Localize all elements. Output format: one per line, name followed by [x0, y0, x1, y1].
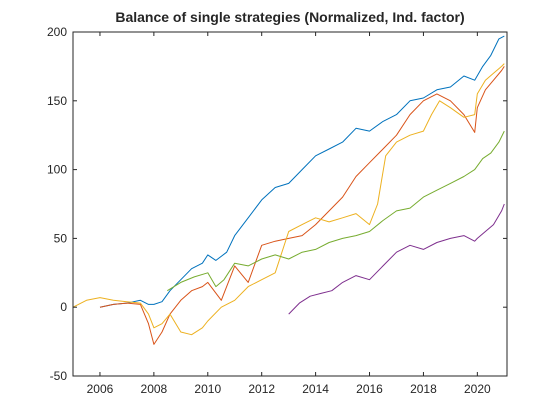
x-axis: 2006 2008 2010 2012 2014 2016 2018 2020: [87, 32, 491, 396]
y-tick-label: 50: [54, 231, 68, 245]
x-tick-label: 2014: [302, 382, 329, 396]
x-tick-label: 2020: [464, 382, 491, 396]
series-layer: [72, 35, 505, 345]
y-tick-label: 0: [60, 300, 67, 314]
x-tick-label: 2010: [194, 382, 221, 396]
series-line-2: [99, 66, 505, 345]
x-tick-label: 2016: [356, 382, 383, 396]
x-tick-label: 2008: [141, 382, 168, 396]
chart-title: Balance of single strategies (Normalized…: [115, 9, 464, 25]
y-tick-label: 150: [47, 94, 67, 108]
x-tick-label: 2006: [87, 382, 114, 396]
series-line-4: [288, 203, 505, 315]
series-line-5: [167, 130, 505, 292]
y-tick-label: 100: [47, 163, 67, 177]
series-line-1: [99, 35, 505, 308]
y-axis: -50 0 50 100 150 200: [47, 25, 507, 383]
series-line-3: [72, 63, 505, 336]
plot-area: [73, 32, 507, 376]
axes-box: [72, 31, 508, 377]
x-tick-label: 2018: [410, 382, 437, 396]
y-tick-label: -50: [50, 369, 68, 383]
y-tick-label: 200: [47, 25, 67, 39]
x-tick-label: 2012: [248, 382, 275, 396]
